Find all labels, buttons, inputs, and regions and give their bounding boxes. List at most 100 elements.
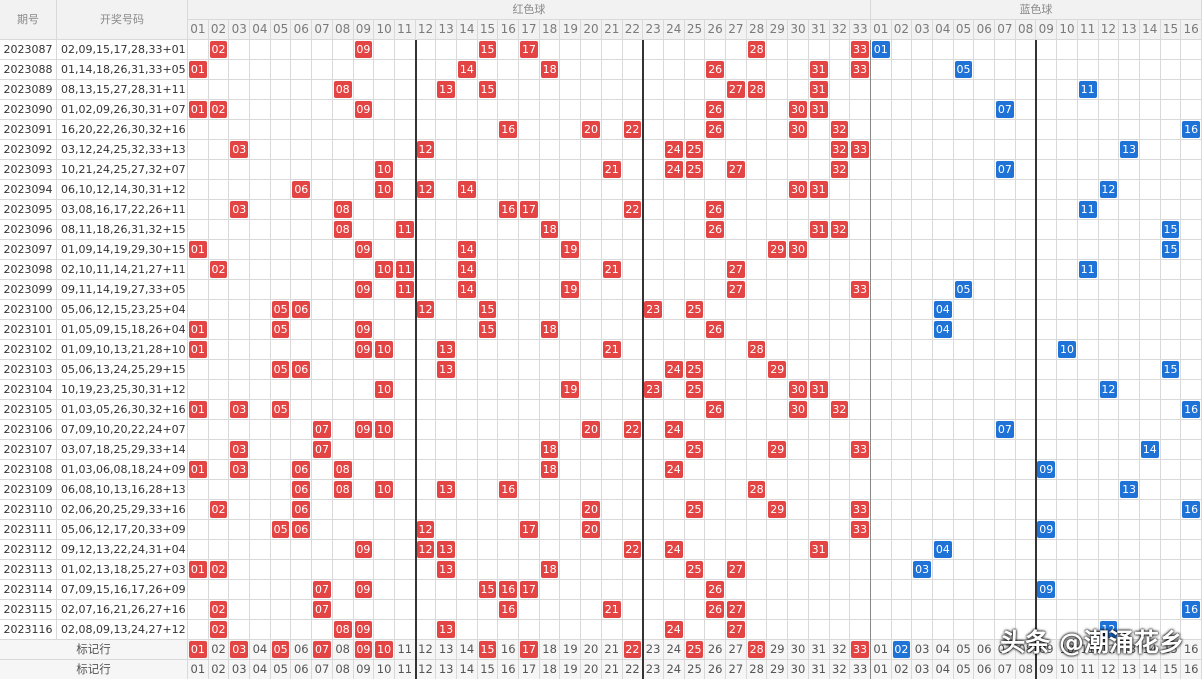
cell [705,380,727,400]
cell [1139,440,1161,460]
cell [974,480,996,500]
cell [1119,280,1140,300]
blue-ball: 16 [1182,601,1200,618]
cell [312,620,333,640]
draw-numbers: 03,12,24,25,32,33+13 [57,140,188,160]
cell [912,180,933,200]
cell [891,500,913,520]
red-ball: 03 [230,401,249,418]
cell [953,520,975,540]
red-ball: 21 [602,341,621,358]
cell [1160,300,1182,320]
cell [1181,180,1202,200]
cell [912,300,933,320]
period: 2023095 [0,200,57,220]
red-ball: 08 [333,221,352,238]
blue-ball: 05 [954,281,973,298]
cell [291,320,313,340]
period: 2023092 [0,140,57,160]
cell [705,520,727,540]
red-ball: 01 [189,401,207,418]
red-ball: 16 [499,201,518,218]
cell [684,160,706,180]
period: 2023107 [0,440,57,460]
cell [415,460,437,480]
cell [353,80,375,100]
cell [663,140,685,160]
group-separator [869,40,871,679]
cell [1077,320,1099,340]
red-ball: 05 [271,361,290,378]
cell [953,580,975,600]
footer-cell: 14 [457,660,478,679]
cell [1036,60,1058,80]
cell [850,480,871,500]
cell [1160,520,1182,540]
footer-cell: 15 [1160,640,1182,660]
cell [870,580,892,600]
cell [995,360,1016,380]
cell [953,300,975,320]
footer-cell: 05 [953,660,975,679]
cell [663,540,685,560]
cell [1139,180,1161,200]
cell [457,220,478,240]
cell [332,180,354,200]
cell [1036,120,1058,140]
footer-cell: 01 [870,640,892,660]
cell [1015,240,1037,260]
cell [974,400,996,420]
cell [560,320,582,340]
cell [726,220,747,240]
cell [643,160,664,180]
red-ball: 06 [292,481,311,498]
cell [1057,620,1078,640]
cell [560,360,582,380]
cell [250,180,271,200]
cell [808,120,830,140]
cell [519,420,540,440]
cell [415,60,437,80]
cell [788,580,809,600]
cell [1181,220,1202,240]
cell [1160,420,1182,440]
cell [829,580,851,600]
cell [477,280,499,300]
cell [829,460,851,480]
cell [829,320,851,340]
cell [995,580,1016,600]
red-ball: 15 [478,581,497,598]
cell [270,360,292,380]
red-ball: 02 [209,501,228,518]
cell [912,340,933,360]
cell [250,260,271,280]
watermark: 头条 @潮涌花乡 [1000,628,1184,657]
cell [394,600,416,620]
red-ball: 09 [354,281,373,298]
cell [188,40,209,60]
cell [726,620,747,640]
cell [684,480,706,500]
column-header: 08 [332,20,354,40]
cell [1036,100,1058,120]
cell [870,140,892,160]
cell [1015,560,1037,580]
cell [912,220,933,240]
cell [353,120,375,140]
blue-ball: 16 [1182,401,1200,418]
cell [684,280,706,300]
cell [208,440,230,460]
cell [270,500,292,520]
cell [663,340,685,360]
cell [995,520,1016,540]
cell [1077,80,1099,100]
cell [995,460,1016,480]
cell [726,420,747,440]
column-header: 21 [601,20,623,40]
red-ball: 28 [747,341,766,358]
cell [353,600,375,620]
cell [746,620,768,640]
red-ball: 26 [706,581,725,598]
cell [477,180,499,200]
cell [1015,380,1037,400]
